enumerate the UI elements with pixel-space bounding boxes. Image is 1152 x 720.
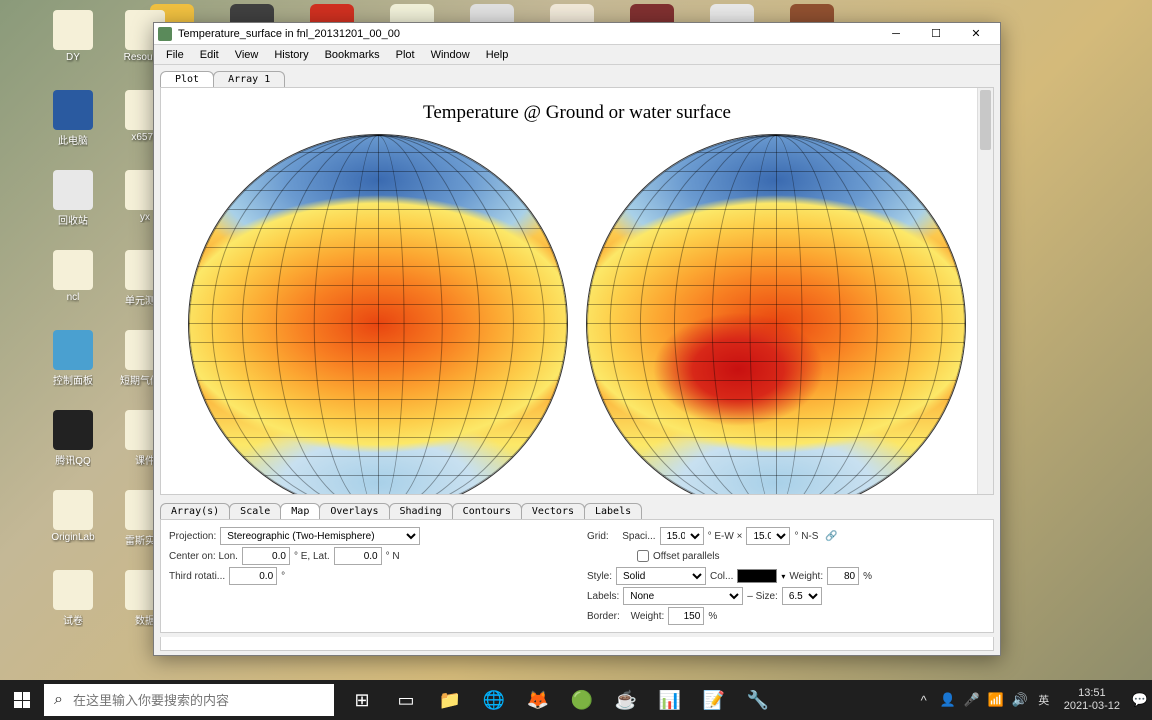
tray-wifi-icon[interactable]: 📶 [984,680,1008,720]
weight-input[interactable] [827,567,859,585]
third-rotation-input[interactable] [229,567,277,585]
taskbar-app[interactable]: 📁 [428,680,472,720]
desktop-icon[interactable]: 回收站 [38,168,108,244]
menu-bookmarks[interactable]: Bookmarks [317,47,388,63]
menu-help[interactable]: Help [478,47,517,63]
bottom-tab-shading[interactable]: Shading [389,503,453,519]
third-rotation-label: Third rotati... [169,571,225,582]
notification-icon[interactable]: 💬 [1128,680,1152,720]
labels-select[interactable]: None [623,587,743,605]
app-window: Temperature_surface in fnl_20131201_00_0… [153,22,1001,656]
window-title: Temperature_surface in fnl_20131201_00_0… [178,28,876,40]
menu-view[interactable]: View [227,47,267,63]
tray-chevron-icon[interactable]: ^ [912,680,936,720]
link-icon[interactable]: 🔗 [822,531,837,542]
offset-parallels-checkbox[interactable] [637,550,649,562]
globe-west-hemisphere [188,134,568,495]
grid-label: Grid: [587,531,609,542]
plot-title: Temperature @ Ground or water surface [161,88,993,130]
tray-ime[interactable]: 英 [1032,680,1056,720]
minimize-button[interactable]: ─ [876,24,916,44]
label-size-select[interactable]: 6.5 [782,587,822,605]
taskbar-app[interactable]: 📊 [648,680,692,720]
taskbar-search[interactable]: ⌕ [44,684,334,716]
close-button[interactable]: ✕ [956,24,996,44]
taskbar-app[interactable]: 🌐 [472,680,516,720]
center-lat-input[interactable] [334,547,382,565]
desktop-icon[interactable]: 控制面板 [38,328,108,404]
bottom-tab-strip: Array(s)ScaleMapOverlaysShadingContoursV… [154,497,1000,519]
taskbar-app[interactable]: ☕ [604,680,648,720]
taskbar-app[interactable]: 🟢 [560,680,604,720]
taskbar-app[interactable]: 📝 [692,680,736,720]
bottom-tab-contours[interactable]: Contours [452,503,522,519]
bottom-tab-map[interactable]: Map [280,503,320,519]
bottom-tab-labels[interactable]: Labels [584,503,642,519]
spacing-ns-select[interactable]: 15.0 [746,527,790,545]
spacing-ew-select[interactable]: 15.0 [660,527,704,545]
center-lon-input[interactable] [242,547,290,565]
menu-file[interactable]: File [158,47,192,63]
taskbar-app[interactable]: 🔧 [736,680,780,720]
border-weight-input[interactable] [668,607,704,625]
center-label: Center on: Lon. [169,551,238,562]
taskbar-app[interactable]: ▭ [384,680,428,720]
search-input[interactable] [73,693,324,708]
map-controls-panel: Projection: Stereographic (Two-Hemispher… [160,519,994,633]
windows-logo-icon [14,692,30,708]
menu-history[interactable]: History [266,47,316,63]
bottom-tab-array(s)[interactable]: Array(s) [160,503,230,519]
status-footer [160,637,994,651]
desktop-icon[interactable]: 试卷 [38,568,108,644]
top-tab-strip: PlotArray 1 [154,65,1000,87]
taskbar-clock[interactable]: 13:51 2021-03-12 [1056,687,1128,713]
globe-east-hemisphere [586,134,966,495]
tray-people-icon[interactable]: 👤 [936,680,960,720]
taskbar: ⌕ ⊞▭📁🌐🦊🟢☕📊📝🔧 ^ 👤 🎤 📶 🔊 英 13:51 2021-03-1… [0,680,1152,720]
search-icon: ⌕ [54,691,63,709]
tray-volume-icon[interactable]: 🔊 [1008,680,1032,720]
taskbar-apps: ⊞▭📁🌐🦊🟢☕📊📝🔧 [340,680,780,720]
desktop-icon[interactable]: ncl [38,248,108,324]
menubar: FileEditViewHistoryBookmarksPlotWindowHe… [154,45,1000,65]
plot-area: Temperature @ Ground or water surface [160,87,994,495]
color-swatch[interactable] [737,569,777,583]
desktop-icon[interactable]: 腾讯QQ [38,408,108,484]
menu-plot[interactable]: Plot [388,47,423,63]
taskbar-app[interactable]: 🦊 [516,680,560,720]
tray-mic-icon[interactable]: 🎤 [960,680,984,720]
desktop-icon[interactable]: DY [38,8,108,84]
projection-select[interactable]: Stereographic (Two-Hemisphere) [220,527,420,545]
start-button[interactable] [0,680,44,720]
bottom-tab-vectors[interactable]: Vectors [521,503,585,519]
desktop: DYResource此电脑x6570回收站yxncl单元测试控制面板短期气候预腾… [0,0,1152,720]
globe-container [161,130,993,495]
system-tray: ^ 👤 🎤 📶 🔊 英 13:51 2021-03-12 💬 [912,680,1152,720]
menu-edit[interactable]: Edit [192,47,227,63]
desktop-icon[interactable]: OriginLab [38,488,108,564]
top-tab[interactable]: Array 1 [213,71,285,87]
maximize-button[interactable]: ☐ [916,24,956,44]
bottom-tab-overlays[interactable]: Overlays [319,503,389,519]
bottom-tab-scale[interactable]: Scale [229,503,281,519]
top-tab[interactable]: Plot [160,71,214,87]
menu-window[interactable]: Window [423,47,478,63]
taskbar-app[interactable]: ⊞ [340,680,384,720]
desktop-icon[interactable]: 此电脑 [38,88,108,164]
titlebar[interactable]: Temperature_surface in fnl_20131201_00_0… [154,23,1000,45]
plot-scrollbar[interactable] [977,88,993,494]
app-icon [158,27,172,41]
style-select[interactable]: Solid [616,567,706,585]
projection-label: Projection: [169,531,216,542]
